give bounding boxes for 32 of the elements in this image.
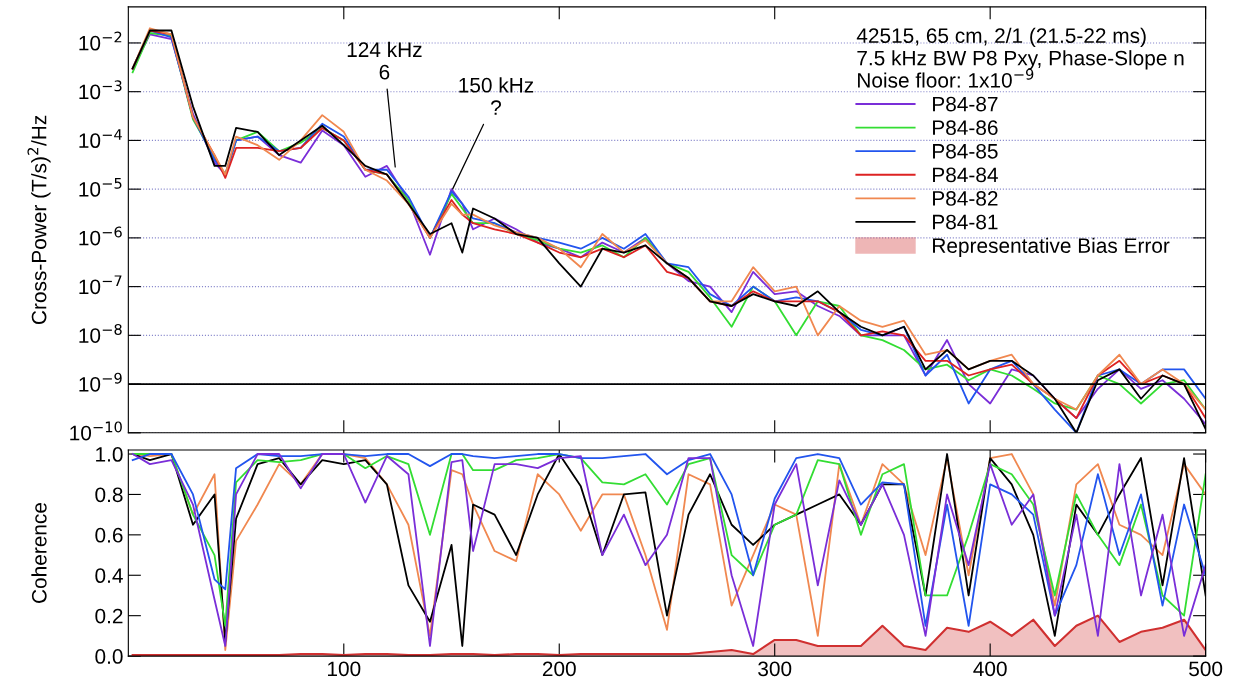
annotation: 124 kHz 6 xyxy=(347,41,422,80)
y-axis-title: Coherence xyxy=(31,503,47,603)
x-tick-label: 400 xyxy=(973,661,1007,677)
y-tick-label: 10$^{−6}$ xyxy=(79,226,122,246)
y-tick-label: 1.0 xyxy=(96,447,123,462)
y-tick-label: 10$^{−2}$ xyxy=(79,31,122,51)
y-tick-label: 10$^{−3}$ xyxy=(79,80,122,100)
legend-label: P84-87 xyxy=(933,96,998,112)
y-tick-label: 10$^{−4}$ xyxy=(79,129,122,149)
legend-label: P84-82 xyxy=(933,191,998,206)
y-tick-label: 0.6 xyxy=(95,527,123,543)
legend-title: 42515, 65 cm, 2/1 (21.5-22 ms) 7.5 kHz BW P8 Pxy, Phase-Slope n Noise floor: 1x10$^{−9}$ xyxy=(856,27,1184,88)
y-tick-label: 0.0 xyxy=(95,649,123,664)
y-tick-label: 10$^{−10}$ xyxy=(70,421,122,441)
legend-label: P84-86 xyxy=(933,120,998,136)
legend-label: Representative Bias Error xyxy=(933,237,1170,258)
y-tick-label: 10$^{−5}$ xyxy=(79,177,122,197)
y-tick-label: 0.2 xyxy=(95,608,123,624)
y-tick-label: 10$^{−9}$ xyxy=(79,372,122,392)
legend-label: P84-85 xyxy=(933,143,998,159)
y-tick-label: 0.8 xyxy=(95,487,123,503)
y-tick-label: 0.4 xyxy=(95,568,123,584)
y-tick-label: 10$^{−7}$ xyxy=(79,275,122,295)
annotation: 150 kHz ? xyxy=(459,77,534,115)
x-tick-label: 500 xyxy=(1189,661,1223,677)
x-tick-label: 200 xyxy=(542,661,576,677)
x-tick-label: 100 xyxy=(328,661,361,677)
y-tick-label: 10$^{−8}$ xyxy=(79,323,122,343)
legend-label: P84-84 xyxy=(933,167,998,183)
y-axis-title: Cross-Power (T/s)$^{2}$/Hz xyxy=(27,115,51,324)
legend-label: P84-81 xyxy=(933,214,998,230)
x-tick-label: 300 xyxy=(758,661,792,677)
